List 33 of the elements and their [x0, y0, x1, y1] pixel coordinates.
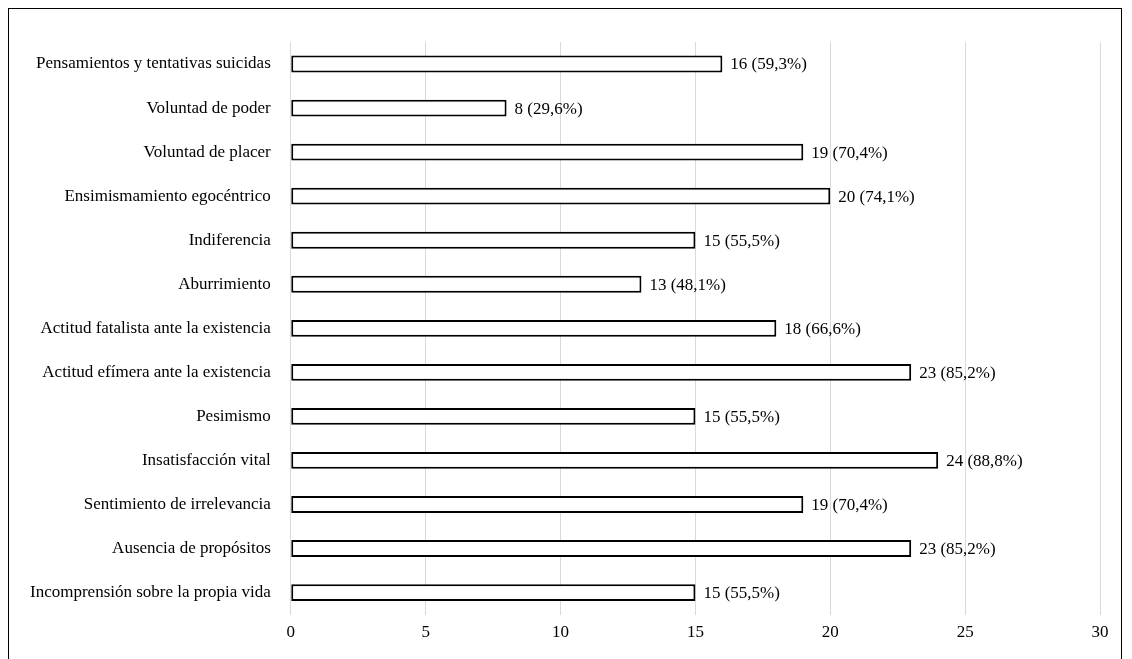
data-label: 23 (85,2%): [919, 362, 996, 382]
data-label: 18 (66,6%): [784, 318, 861, 338]
x-tick-label: 10: [552, 622, 570, 642]
y-tick-label: Pensamientos y tentativas suicidas: [36, 53, 271, 73]
data-label: 15 (55,5%): [703, 583, 780, 603]
y-tick-label: Indiferencia: [188, 229, 272, 249]
y-tick-label: Aburrimiento: [178, 273, 271, 293]
data-label: 15 (55,5%): [703, 406, 780, 426]
y-tick-label: Ensimismamiento egocéntrico: [64, 185, 271, 205]
y-tick-label: Actitud efímera ante la existencia: [42, 361, 272, 381]
data-label: 13 (48,1%): [649, 274, 726, 294]
data-label: 16 (59,3%): [730, 54, 807, 74]
y-tick-label: Pesimismo: [196, 405, 271, 425]
data-label: 20 (74,1%): [838, 186, 915, 206]
x-tick-label: 25: [956, 622, 974, 642]
x-tick-label: 20: [821, 622, 839, 642]
data-label: 15 (55,5%): [703, 230, 780, 250]
y-tick-label: Sentimiento de irrelevancia: [83, 493, 272, 513]
x-tick-label: 5: [421, 622, 430, 642]
y-tick-label: Voluntad de placer: [143, 141, 272, 161]
x-tick-label: 0: [286, 622, 296, 642]
data-label: 19 (70,4%): [811, 494, 888, 514]
y-tick-label: Actitud fatalista ante la existencia: [40, 317, 272, 337]
data-label: 8 (29,6%): [514, 98, 583, 118]
y-tick-label: Ausencia de propósitos: [112, 538, 271, 557]
data-label: 24 (88,8%): [946, 450, 1023, 470]
x-tick-label: 15: [686, 622, 704, 642]
y-tick-label: Voluntad de poder: [146, 97, 272, 117]
x-tick-label: 30: [1091, 622, 1109, 642]
data-label: 19 (70,4%): [811, 142, 888, 162]
y-tick-label: Incomprensión sobre la propia vida: [30, 582, 272, 602]
data-label: 23 (85,2%): [919, 539, 996, 558]
y-tick-label: Insatisfacción vital: [141, 449, 272, 469]
